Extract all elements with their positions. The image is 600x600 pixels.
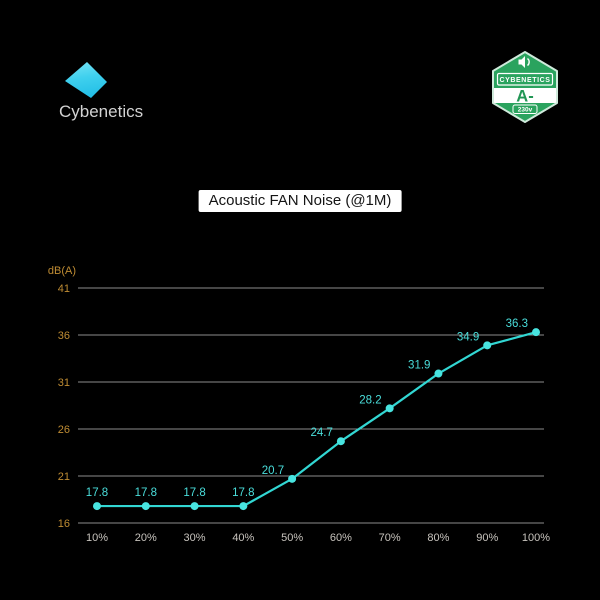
cybenetics-logo: Cybenetics <box>59 62 143 121</box>
data-point-label: 28.2 <box>359 394 381 406</box>
speaker-icon <box>518 56 530 68</box>
x-tick-label: 30% <box>184 532 206 544</box>
data-point <box>532 328 540 337</box>
badge-voltage: 230v <box>518 107 533 114</box>
series-line <box>97 331 537 508</box>
data-point <box>190 502 199 511</box>
x-tick-label: 80% <box>427 532 449 544</box>
y-tick-label: 21 <box>58 471 70 483</box>
y-tick-label: 26 <box>58 424 70 436</box>
data-point <box>385 404 394 413</box>
data-point-label: 31.9 <box>408 360 430 372</box>
x-tick-label: 60% <box>330 532 352 544</box>
y-tick-label: 31 <box>58 377 70 389</box>
y-tick-label: 41 <box>58 283 70 295</box>
badge-brand-label: CYBENETICS <box>499 77 550 84</box>
y-tick-label: 36 <box>58 330 70 342</box>
badge-voltage-frame <box>512 104 538 114</box>
x-tick-label: 100% <box>522 532 550 544</box>
logo-mark-icon <box>65 62 107 98</box>
x-tick-label: 40% <box>232 532 254 544</box>
data-point <box>93 502 101 511</box>
data-point-label: 20.7 <box>262 465 284 477</box>
data-point-label: 34.9 <box>457 331 479 343</box>
badge-brand-frame <box>496 72 554 86</box>
data-point <box>434 369 443 378</box>
x-tick-label: 10% <box>86 532 108 544</box>
x-tick-label: 70% <box>379 532 401 544</box>
data-point-label: 17.8 <box>135 487 157 499</box>
data-point <box>483 341 492 350</box>
data-point <box>288 474 297 483</box>
badge-rating: A- <box>516 88 533 106</box>
x-tick-label: 50% <box>281 532 303 544</box>
data-point-label: 24.7 <box>310 427 332 439</box>
brand-name: Cybenetics <box>59 102 143 121</box>
chart-title: Acoustic FAN Noise (@1M) <box>198 190 402 212</box>
x-tick-label: 20% <box>135 532 157 544</box>
data-point-label: 17.8 <box>86 487 108 499</box>
data-point-label: 17.8 <box>232 487 254 499</box>
x-tick-label: 90% <box>476 532 498 544</box>
y-axis-label: dB(A) <box>48 265 76 277</box>
badge-bottom-cap <box>493 103 557 122</box>
data-point-label: 17.8 <box>183 487 205 499</box>
y-tick-label: 16 <box>58 518 70 530</box>
data-point <box>141 502 150 511</box>
data-point <box>239 502 248 511</box>
data-point <box>336 437 345 446</box>
badge-outline <box>492 51 558 123</box>
data-point-label: 36.3 <box>506 318 528 330</box>
rating-badge: CYBENETICS A- 230v <box>492 51 558 123</box>
